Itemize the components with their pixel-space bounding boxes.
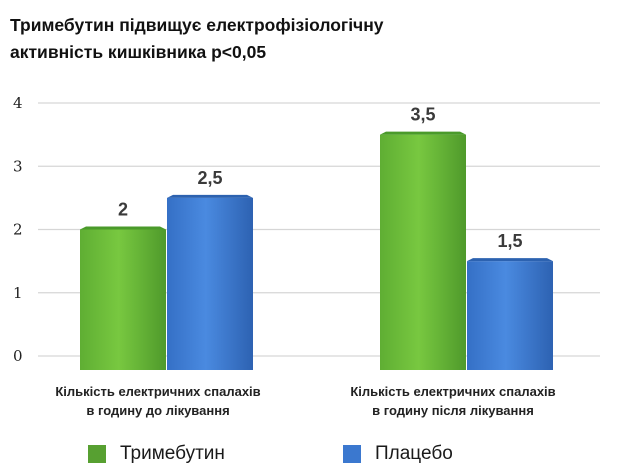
y-tick-labels: 0 1 2 3 4 bbox=[13, 94, 23, 365]
data-label-placebo-before: 2,5 bbox=[197, 168, 222, 188]
legend-label-placebo: Плацебо bbox=[375, 443, 453, 464]
category-label-after-line-2: в годину після лікування bbox=[372, 403, 534, 418]
y-tick-label-4: 4 bbox=[13, 94, 23, 112]
y-tick-label-3: 3 bbox=[13, 157, 23, 175]
chart-title: Тримебутин підвищує електрофізіологічну … bbox=[10, 12, 610, 66]
category-label-after-line-1: Кількість електричних спалахів bbox=[350, 384, 556, 399]
legend-label-trimebutin: Тримебутин bbox=[120, 443, 225, 464]
data-label-trimebutin-before: 2 bbox=[118, 200, 128, 220]
bar-trimebutin-after bbox=[380, 134, 466, 370]
bar-trimebutin-before-top bbox=[80, 226, 166, 230]
bar-placebo-after bbox=[467, 261, 553, 370]
y-tick-label-2: 2 bbox=[13, 221, 23, 239]
bar-placebo-before-top bbox=[167, 194, 253, 198]
bar-placebo-after-top bbox=[467, 258, 553, 262]
bar-placebo-before bbox=[167, 197, 253, 370]
category-label-before: Кількість електричних спалахів в годину … bbox=[38, 382, 278, 420]
category-label-after: Кількість електричних спалахів в годину … bbox=[333, 382, 573, 420]
data-label-trimebutin-after: 3,5 bbox=[410, 105, 435, 125]
bars bbox=[80, 131, 553, 370]
legend-swatch-placebo bbox=[343, 445, 361, 463]
category-label-before-line-2: в годину до лікування bbox=[86, 403, 230, 418]
y-tick-label-1: 1 bbox=[13, 284, 23, 302]
y-tick-label-0: 0 bbox=[13, 347, 23, 365]
data-labels: 2 2,5 3,5 1,5 bbox=[118, 105, 523, 252]
legend-item-trimebutin: Тримебутин bbox=[88, 441, 225, 467]
chart-title-line-2: активність кишківника p<0,05 bbox=[10, 42, 267, 62]
legend-item-placebo: Плацебо bbox=[343, 441, 453, 467]
bar-trimebutin-before bbox=[80, 229, 166, 370]
legend-swatch-trimebutin bbox=[88, 445, 106, 463]
chart-title-line-1: Тримебутин підвищує електрофізіологічну bbox=[10, 15, 384, 35]
category-label-before-line-1: Кількість електричних спалахів bbox=[55, 384, 261, 399]
bar-trimebutin-after-top bbox=[380, 131, 466, 135]
data-label-placebo-after: 1,5 bbox=[497, 231, 522, 251]
